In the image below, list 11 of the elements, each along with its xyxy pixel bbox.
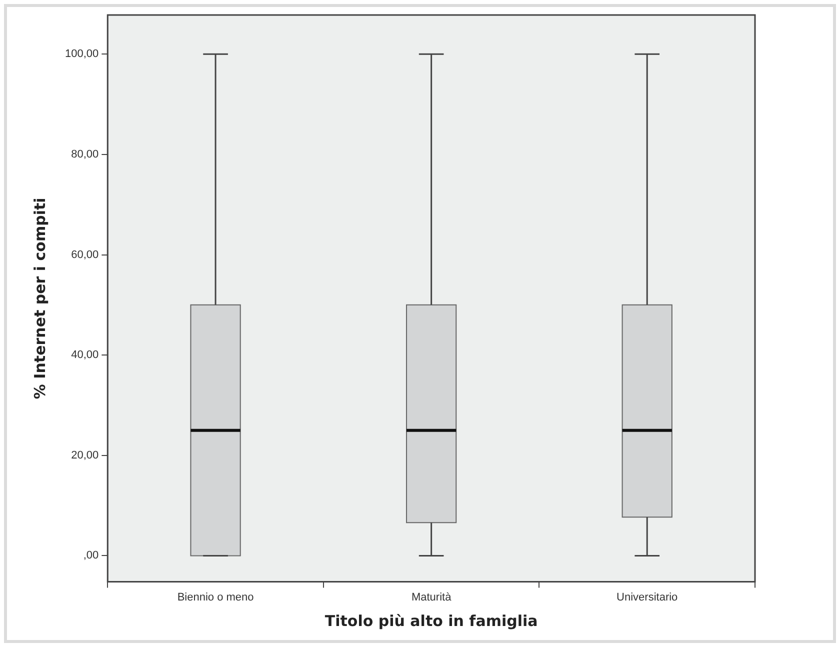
y-tick-label: ,00 — [83, 550, 99, 562]
x-axis-title: Titolo più alto in famiglia — [324, 612, 538, 630]
y-tick-label: 20,00 — [71, 449, 99, 462]
y-tick-label: 80,00 — [71, 148, 99, 160]
y-tick-label: 60,00 — [71, 248, 99, 261]
x-tick-label: Universitario — [616, 591, 678, 604]
y-tick-label: 100,00 — [64, 48, 99, 60]
x-tick-label: Maturità — [411, 591, 452, 604]
y-tick-label: 40,00 — [71, 349, 99, 362]
x-tick-label: Biennio o meno — [177, 591, 254, 604]
y-axis-title: % Internet per i compiti — [30, 198, 49, 400]
